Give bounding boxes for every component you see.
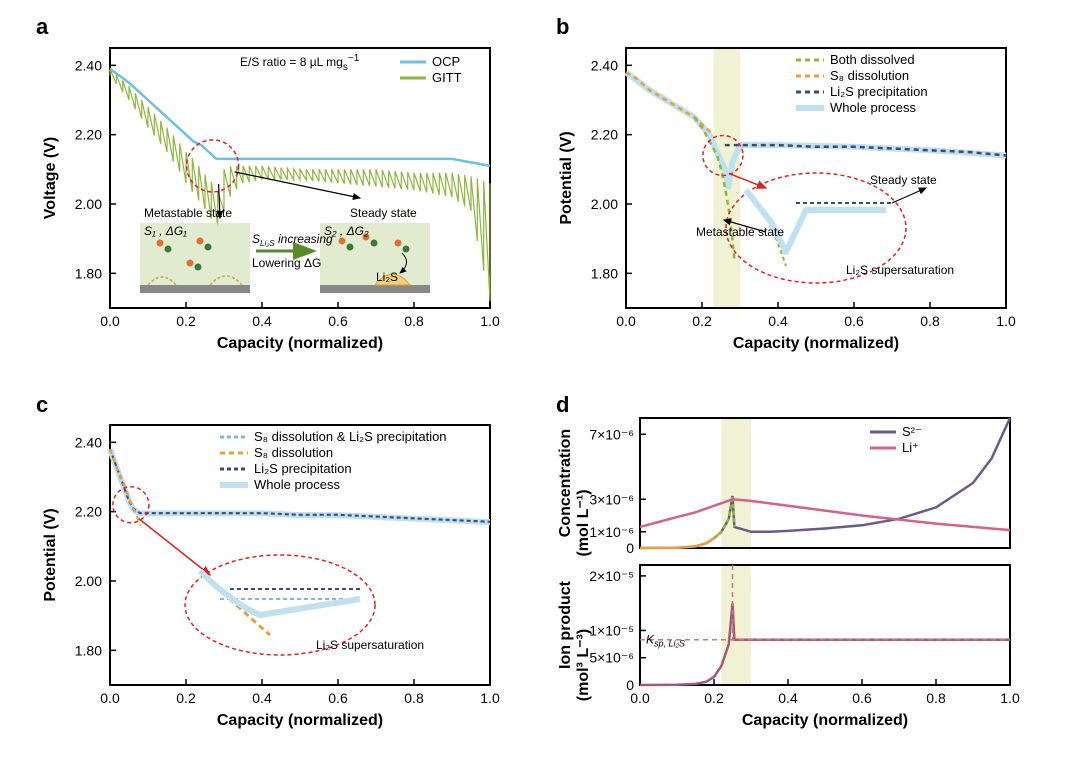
svg-text:3×10⁻⁶: 3×10⁻⁶ (589, 491, 634, 507)
panel-b-label: b (556, 14, 569, 40)
svg-text:0: 0 (626, 540, 634, 556)
svg-text:SLi₂S increasing: SLi₂S increasing (252, 232, 333, 248)
svg-text:0.4: 0.4 (768, 313, 788, 329)
svg-text:2.00: 2.00 (75, 573, 102, 589)
svg-text:0.8: 0.8 (404, 690, 424, 706)
svg-text:0.4: 0.4 (778, 690, 798, 706)
svg-text:5×10⁻⁶: 5×10⁻⁶ (589, 650, 634, 666)
svg-text:S₁ , ΔG₁: S₁ , ΔG₁ (144, 224, 187, 238)
figure-grid: 0.0 0.2 0.4 0.6 0.8 1.0 1.80 2.00 2.20 2.40 Capaci… (0, 0, 1080, 757)
svg-text:Concentration: Concentration (557, 429, 574, 537)
svg-text:0.8: 0.8 (404, 313, 424, 329)
figure-svg: 0.0 0.2 0.4 0.6 0.8 1.0 1.80 2.00 2.20 2.40 Capaci… (0, 0, 1080, 757)
svg-text:2.20: 2.20 (75, 127, 102, 143)
svg-text:Capacity (normalized): Capacity (normalized) (217, 335, 383, 352)
svg-text:Whole process: Whole process (830, 100, 916, 115)
svg-text:Both dissolved: Both dissolved (830, 52, 915, 67)
svg-text:S₈ dissolution: S₈ dissolution (830, 68, 909, 83)
svg-text:0.0: 0.0 (630, 690, 650, 706)
svg-text:E/S ratio = 8 µL mgs−1: E/S ratio = 8 µL mgs−1 (240, 53, 360, 73)
svg-text:Whole process: Whole process (254, 477, 340, 492)
svg-text:0.6: 0.6 (844, 313, 864, 329)
svg-text:Potential (V): Potential (V) (42, 508, 59, 601)
panel-c-label: c (36, 392, 48, 418)
svg-text:0.0: 0.0 (100, 313, 120, 329)
svg-text:(mol³ L⁻³): (mol³ L⁻³) (575, 629, 592, 701)
svg-text:1.0: 1.0 (480, 313, 500, 329)
svg-text:S₈ dissolution & Li₂S precipit: S₈ dissolution & Li₂S precipitation (254, 429, 447, 444)
svg-text:0.0: 0.0 (100, 690, 120, 706)
svg-text:1.0: 1.0 (996, 313, 1016, 329)
svg-text:2.20: 2.20 (591, 127, 618, 143)
svg-text:0.6: 0.6 (328, 690, 348, 706)
svg-text:0.2: 0.2 (704, 690, 724, 706)
svg-text:(mol L⁻¹): (mol L⁻¹) (575, 489, 592, 556)
svg-text:Capacity (normalized): Capacity (normalized) (733, 335, 899, 352)
svg-text:0.2: 0.2 (176, 313, 196, 329)
svg-text:1.80: 1.80 (591, 265, 618, 281)
svg-text:Li₂S: Li₂S (376, 270, 398, 284)
svg-text:Ksp, Li₂S: Ksp, Li₂S (646, 633, 685, 649)
svg-text:Capacity (normalized): Capacity (normalized) (742, 712, 908, 729)
svg-text:Li₂S precipitation: Li₂S precipitation (830, 84, 928, 99)
svg-text:0.4: 0.4 (252, 313, 272, 329)
svg-text:Steady state: Steady state (350, 206, 417, 220)
svg-text:0.0: 0.0 (616, 313, 636, 329)
svg-text:Lowering ΔG: Lowering ΔG (252, 256, 321, 270)
svg-text:1.0: 1.0 (480, 690, 500, 706)
svg-text:2.40: 2.40 (591, 57, 618, 73)
svg-text:Potential (V): Potential (V) (558, 131, 575, 224)
svg-text:2.20: 2.20 (75, 504, 102, 520)
svg-text:1×10⁻⁵: 1×10⁻⁵ (589, 622, 634, 638)
svg-text:Li₂S supersaturation: Li₂S supersaturation (316, 638, 424, 652)
svg-text:Li₂S precipitation: Li₂S precipitation (254, 461, 352, 476)
svg-text:2.00: 2.00 (591, 196, 618, 212)
svg-text:0.2: 0.2 (176, 690, 196, 706)
svg-text:GITT: GITT (432, 70, 462, 85)
svg-text:Voltage (V): Voltage (V) (42, 137, 59, 219)
svg-text:Steady state: Steady state (870, 173, 937, 187)
svg-text:0.6: 0.6 (328, 313, 348, 329)
svg-text:Ion product: Ion product (557, 580, 574, 669)
svg-text:S₈ dissolution: S₈ dissolution (254, 445, 333, 460)
svg-text:Li₂S supersaturation: Li₂S supersaturation (846, 263, 954, 277)
svg-text:Metastable state: Metastable state (696, 225, 784, 239)
svg-text:2.40: 2.40 (75, 434, 102, 450)
svg-text:S²⁻: S²⁻ (902, 424, 922, 439)
svg-text:0.8: 0.8 (926, 690, 946, 706)
svg-text:1×10⁻⁶: 1×10⁻⁶ (589, 524, 634, 540)
svg-text:Capacity (normalized): Capacity (normalized) (217, 712, 383, 729)
svg-text:2.40: 2.40 (75, 57, 102, 73)
svg-text:Li⁺: Li⁺ (902, 440, 919, 455)
svg-text:1.0: 1.0 (1000, 690, 1020, 706)
panel-d-label: d (556, 392, 569, 418)
svg-text:2.00: 2.00 (75, 196, 102, 212)
svg-text:7×10⁻⁶: 7×10⁻⁶ (589, 426, 634, 442)
svg-text:Metastable state: Metastable state (144, 206, 232, 220)
svg-text:2×10⁻⁵: 2×10⁻⁵ (589, 568, 634, 584)
svg-text:0.4: 0.4 (252, 690, 272, 706)
svg-text:0.6: 0.6 (852, 690, 872, 706)
svg-text:OCP: OCP (432, 54, 460, 69)
svg-text:1.80: 1.80 (75, 642, 102, 658)
svg-text:1.80: 1.80 (75, 265, 102, 281)
panel-a-label: a (36, 14, 48, 40)
svg-text:0.8: 0.8 (920, 313, 940, 329)
svg-text:0.2: 0.2 (692, 313, 712, 329)
